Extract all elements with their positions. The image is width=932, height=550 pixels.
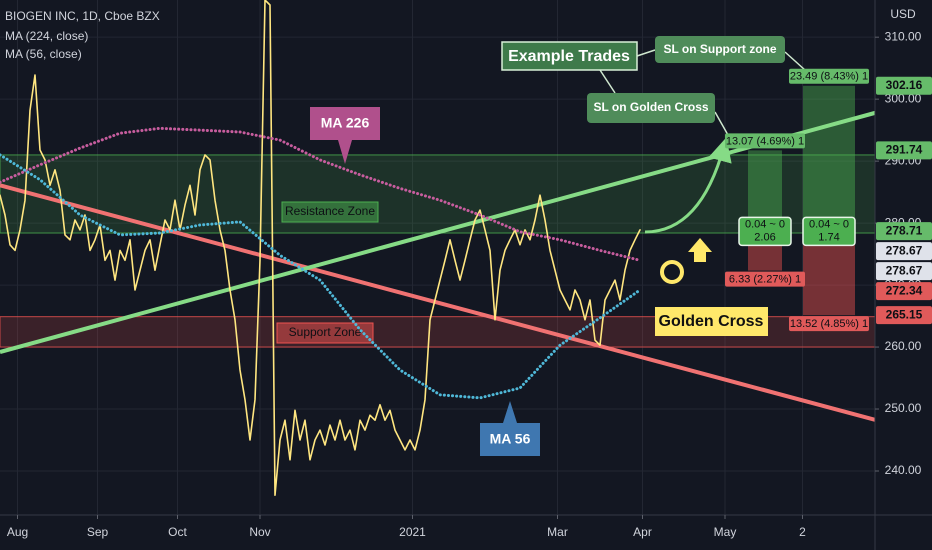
moving-average: [0, 153, 642, 400]
golden-cross-symbol: [660, 238, 712, 284]
price-tag: [876, 222, 932, 241]
callout-box: [587, 93, 715, 123]
price-tag-label: 278.71: [886, 223, 923, 237]
trade-info: 0.04 ~ 0: [809, 218, 849, 230]
y-tick-label: 250.00: [885, 401, 922, 415]
connector: [784, 51, 806, 71]
trade-stop-box: [725, 271, 805, 287]
callout-box: [655, 36, 785, 63]
symbol-circle: [660, 260, 684, 284]
x-tick-label: May: [714, 525, 737, 539]
zone-label: Resistance Zone: [285, 204, 375, 218]
y-tick-label: 310.00: [885, 29, 922, 43]
trendline: [0, 183, 875, 422]
callout-text: Example Trades: [508, 48, 630, 65]
axes: USD BIOGEN INC, 1D, Cboe BZX MA (224, clos…: [5, 7, 932, 539]
trade-stop-label: 13.52 (4.85%) 1: [790, 318, 868, 330]
price-tag: [876, 76, 932, 95]
trade-target-box: [789, 68, 869, 84]
price-tag: [876, 242, 932, 261]
zone-label-box: [281, 201, 379, 223]
legend-entry: MA (56, close): [5, 47, 82, 61]
zone-label: Support Zone: [289, 325, 362, 339]
trade-arrow: [644, 137, 732, 234]
x-tick-label: Mar: [547, 525, 568, 539]
y-tick-label: 240.00: [885, 463, 922, 477]
callout-text: MA 56: [490, 431, 531, 447]
trade-stop-box: [789, 316, 869, 332]
x-tick-label: Nov: [249, 525, 270, 539]
x-tick-label: Sep: [87, 525, 109, 539]
moving-average: [0, 126, 642, 262]
x-tick-label: Aug: [7, 525, 28, 539]
x-tick-label: 2: [799, 525, 806, 539]
price-tag-label: 291.74: [886, 143, 923, 157]
price-tag: [876, 282, 932, 301]
overlay: 13.07 (4.69%) 16.33 (2.27%) 10.04 ~ 02.0…: [725, 68, 869, 332]
price-line: [0, 0, 641, 497]
chart-title: BIOGEN INC, 1D, Cboe BZX: [5, 9, 160, 23]
legend-entry: MA (224, close): [5, 29, 88, 43]
price-tag: [876, 262, 932, 281]
callout-text: SL on Golden Cross: [593, 100, 708, 114]
trade-info-box: [738, 216, 792, 247]
trade-stop-label: 6.33 (2.27%) 1: [729, 273, 801, 285]
callout-text: MA 226: [321, 115, 370, 131]
price-tag-label: 272.34: [886, 283, 923, 297]
trade-target-label: 23.49 (8.43%) 1: [790, 71, 868, 83]
callout-text: SL on Support zone: [663, 42, 776, 56]
price-tag-label: 265.15: [886, 307, 923, 321]
y-tick-label: 260.00: [885, 339, 922, 353]
callout-box: [480, 401, 540, 456]
trade-info: 0.04 ~ 0: [745, 218, 785, 230]
symbol-arrow: [688, 238, 712, 262]
x-tick-label: Oct: [168, 525, 187, 539]
price-tag-label: 278.67: [886, 263, 923, 277]
callout-box: [310, 107, 380, 164]
trade-profit: [803, 85, 855, 232]
callout-box: [501, 41, 638, 71]
callout-text: Golden Cross: [659, 313, 764, 330]
callout-box: [655, 307, 768, 336]
y-axis-label: USD: [890, 7, 916, 21]
price-tag: [876, 141, 932, 160]
zone-label-box: [276, 322, 374, 344]
connector: [714, 111, 729, 136]
y-tick-label: 300.00: [885, 91, 922, 105]
trade-info: 1.74: [818, 231, 839, 243]
connector: [636, 49, 656, 57]
price-tag: [876, 306, 932, 325]
trade-info: 2.06: [754, 231, 775, 243]
x-tick-label: Apr: [633, 525, 652, 539]
trade-target-box: [725, 133, 805, 149]
zone: [0, 154, 875, 234]
trade-info-box: [802, 216, 856, 247]
connector: [599, 69, 616, 94]
price-tag-label: 278.67: [886, 243, 923, 257]
trade-target-label: 13.07 (4.69%) 1: [726, 135, 804, 147]
x-tick-label: 2021: [399, 525, 426, 539]
price-tag-label: 302.16: [886, 78, 923, 92]
